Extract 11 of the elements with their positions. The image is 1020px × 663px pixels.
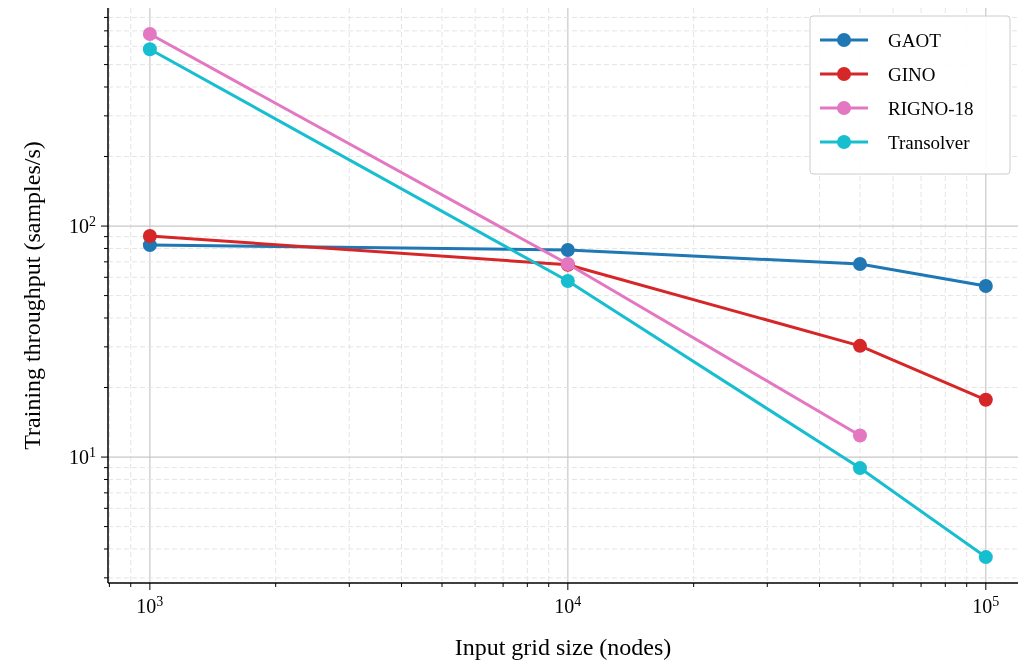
x-tick-label: 10$^{5}$	[972, 593, 1000, 617]
x-tick-label: 10$^{4}$	[554, 593, 582, 617]
legend-label: RIGNO-18	[888, 98, 974, 119]
legend-label: GAOT	[888, 30, 942, 51]
legend-label: GINO	[888, 64, 936, 85]
x-tick-label: 10$^{3}$	[136, 593, 164, 617]
legend-label: Transolver	[888, 132, 971, 153]
y-axis-title: Training throughput (samples/s)	[19, 141, 45, 450]
x-axis-title: Input grid size (nodes)	[454, 634, 672, 660]
y-tick-label: 10$^{1}$	[69, 444, 96, 469]
y-tick-label: 10$^{2}$	[69, 213, 96, 238]
